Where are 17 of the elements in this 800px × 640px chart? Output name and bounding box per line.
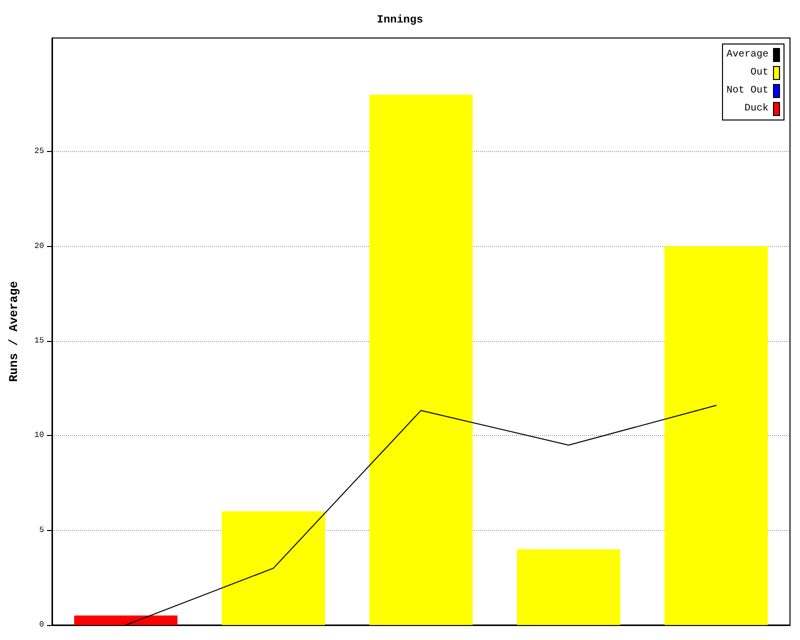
y-tick-label: 20 — [34, 242, 44, 251]
y-axis-title: Runs / Average — [7, 281, 21, 382]
legend-label: Average — [726, 50, 768, 60]
bar — [222, 511, 326, 625]
legend-label: Duck — [744, 102, 768, 114]
y-tick-label: 0 — [39, 620, 44, 630]
bar — [516, 549, 620, 625]
y-tick-label: 25 — [34, 147, 44, 156]
legend-label: Not Out — [726, 86, 768, 96]
bar — [369, 94, 473, 625]
y-tick-label: 5 — [39, 526, 44, 535]
bar — [664, 246, 768, 625]
y-tick-label: 10 — [34, 431, 44, 440]
y-tick-label: 15 — [34, 336, 44, 346]
chart-title: Innings — [376, 14, 424, 26]
bar — [74, 616, 178, 625]
legend-label: Out — [750, 68, 768, 78]
